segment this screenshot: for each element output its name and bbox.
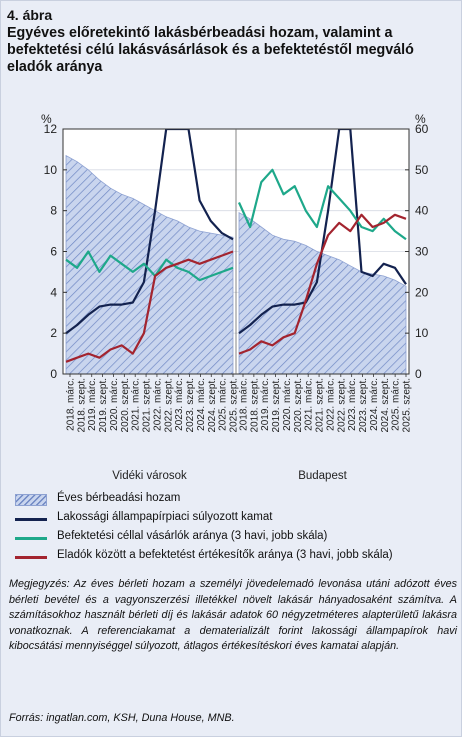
x-tick-label: 2022. szept. [163, 378, 174, 432]
x-tick-label: 2018. márc. [66, 378, 77, 431]
x-tick-label: 2020. márc. [109, 378, 120, 431]
series-lines [65, 129, 407, 363]
figure-number: 4. ábra [7, 7, 53, 23]
x-tick-label: 2025. szept. [229, 378, 240, 432]
panel-label: Budapest [298, 470, 347, 482]
legend-label: Éves bérbeadási hozam [57, 492, 181, 504]
x-tick-label: 2022. márc. [325, 378, 336, 431]
panel-label: Vidéki városok [112, 470, 187, 482]
legend-hatch-swatch [15, 494, 47, 506]
x-tick-label: 2019. szept. [271, 378, 282, 432]
x-tick-label: 2024. szept. [380, 378, 391, 432]
left-axis-unit: % [41, 112, 52, 126]
legend-label: Befektetési céllal vásárlók aránya (3 ha… [57, 530, 328, 542]
x-tick-label: 2024. márc. [369, 378, 380, 431]
x-tick-label: 2019. márc. [260, 378, 271, 431]
legend-item: Eladók között a befektetést értékesítők … [15, 548, 455, 567]
right-tick-label: 60 [415, 122, 429, 136]
x-tick-label: 2018. szept. [76, 378, 87, 432]
x-tick-label: 2020. szept. [120, 378, 131, 432]
line-bond-rate-budapest [238, 129, 407, 335]
x-tick-label: 2021. márc. [304, 378, 315, 431]
left-tick-label: 6 [50, 245, 57, 259]
right-tick-label: 50 [415, 163, 429, 177]
legend-item: Éves bérbeadási hozam [15, 491, 455, 510]
x-tick-label: 2023. márc. [174, 378, 185, 431]
x-tick-label: 2025. szept. [402, 378, 413, 432]
right-tick-label: 10 [415, 326, 429, 340]
left-tick-label: 12 [44, 122, 58, 136]
x-tick-label: 2019. márc. [87, 378, 98, 431]
figure-title: Egyéves előretekintő lakásbérbeadási hoz… [7, 25, 414, 75]
x-tick-label: 2021. szept. [142, 378, 153, 432]
x-tick-label: 2022. szept. [336, 378, 347, 432]
figure-note: Megjegyzés: Az éves bérleti hozam a szem… [9, 578, 457, 653]
legend-label: Lakossági állampapírpiaci súlyozott kama… [57, 511, 273, 523]
right-tick-label: 0 [415, 367, 422, 381]
x-tick-label: 2025. márc. [391, 378, 402, 431]
legend-label: Eladók között a befektetést értékesítők … [57, 549, 393, 561]
left-tick-label: 0 [50, 367, 57, 381]
right-tick-label: 40 [415, 204, 429, 218]
legend-item: Lakossági állampapírpiaci súlyozott kama… [15, 510, 455, 529]
x-tick-label: 2019. szept. [98, 378, 109, 432]
legend-line-swatch [15, 556, 47, 559]
x-tick-label: 2018. szept. [249, 378, 260, 432]
left-tick-label: 8 [50, 204, 57, 218]
x-tick-label: 2023. márc. [347, 378, 358, 431]
line-investor-sellers-videk [65, 250, 234, 363]
figure-source: Forrás: ingatlan.com, KSH, Duna House, M… [9, 712, 235, 724]
x-tick-label: 2020. szept. [293, 378, 304, 432]
line-investor-sellers-budapest [238, 213, 407, 355]
line-investor-buyers-videk [65, 250, 234, 282]
x-tick-label: 2022. márc. [152, 378, 163, 431]
left-tick-label: 2 [50, 326, 57, 340]
x-tick-label: 2025. márc. [218, 378, 229, 431]
left-tick-label: 10 [44, 163, 58, 177]
left-tick-label: 4 [50, 285, 57, 299]
legend-line-swatch [15, 537, 47, 540]
line-bond-rate-videk [65, 129, 234, 335]
x-tick-label: 2023. szept. [185, 378, 196, 432]
right-tick-label: 30 [415, 245, 429, 259]
right-tick-label: 20 [415, 285, 429, 299]
x-tick-label: 2023. szept. [358, 378, 369, 432]
x-tick-label: 2024. szept. [207, 378, 218, 432]
legend-line-swatch [15, 518, 47, 521]
area-rental-yield-budapest [238, 212, 407, 375]
x-tick-label: 2021. márc. [131, 378, 142, 431]
x-tick-label: 2021. szept. [315, 378, 326, 432]
x-tick-label: 2018. márc. [239, 378, 250, 431]
legend-item: Befektetési céllal vásárlók aránya (3 ha… [15, 529, 455, 548]
figure-header: 4. ábra Egyéves előretekintő lakásbérbea… [7, 6, 459, 76]
right-axis-unit: % [415, 112, 426, 126]
x-tick-label: 2020. márc. [282, 378, 293, 431]
x-tick-label: 2024. márc. [196, 378, 207, 431]
legend: Éves bérbeadási hozam Lakossági állampapí… [15, 491, 455, 567]
